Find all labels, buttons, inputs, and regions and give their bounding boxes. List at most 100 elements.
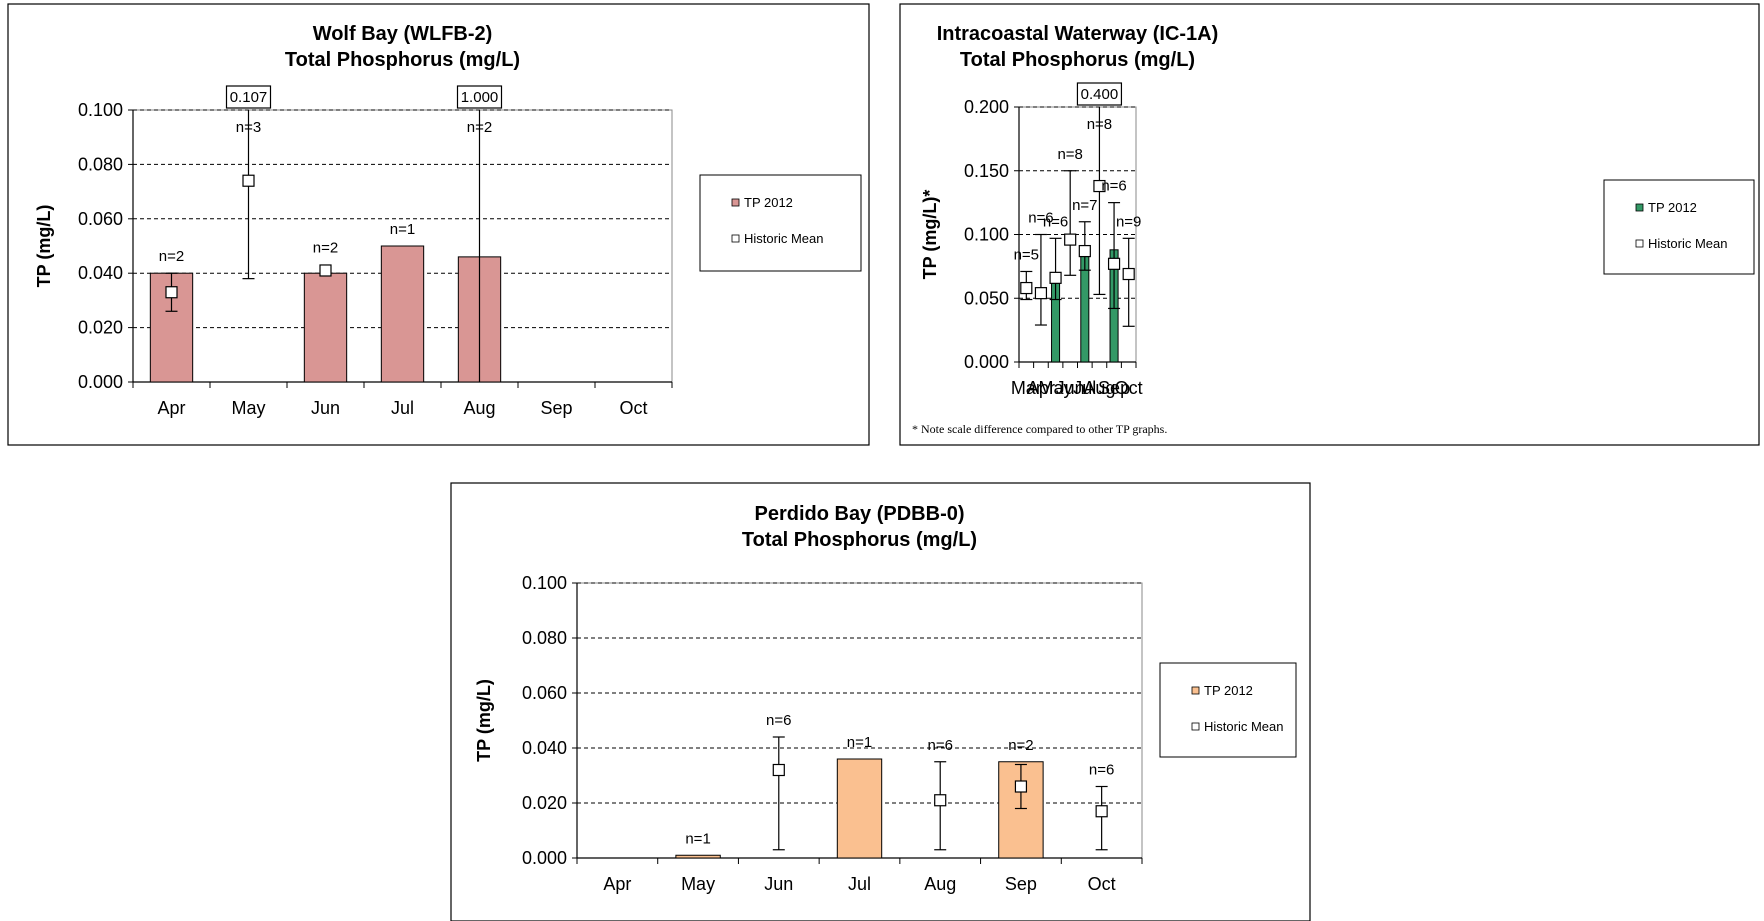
sample-size-label: n=9 bbox=[1116, 213, 1141, 230]
callout-box bbox=[225, 85, 272, 109]
y-tick-label: 0.000 bbox=[78, 372, 123, 392]
sample-size-label: n=1 bbox=[685, 830, 710, 847]
legend-label-tp: TP 2012 bbox=[744, 195, 793, 210]
y-tick-label: 0.050 bbox=[964, 288, 1009, 308]
footnote: * Note scale difference compared to othe… bbox=[912, 422, 1167, 436]
legend-box bbox=[1603, 179, 1755, 275]
legend-box bbox=[699, 174, 862, 272]
historic-mean-marker bbox=[1014, 780, 1028, 793]
sample-size-label: n=6 bbox=[1089, 762, 1114, 779]
legend-swatch-historic bbox=[1191, 722, 1200, 731]
x-tick-label: Aug bbox=[924, 874, 956, 894]
x-tick-label: Sep bbox=[1098, 378, 1130, 398]
y-tick-label: 0.100 bbox=[78, 100, 123, 120]
historic-mean-marker bbox=[1093, 179, 1106, 193]
legend-label-historic: Historic Mean bbox=[1204, 719, 1283, 734]
chart-subtitle: Total Phosphorus (mg/L) bbox=[742, 529, 977, 551]
x-tick-label: May bbox=[681, 874, 715, 894]
chart-panel-intracoastal-waterway: Intracoastal Waterway (IC-1A) Total Phosp… bbox=[899, 3, 1760, 446]
historic-mean-marker bbox=[165, 286, 178, 299]
callout-value: 0.107 bbox=[230, 89, 268, 106]
sample-size-label: n=1 bbox=[390, 221, 415, 238]
sample-size-label: n=7 bbox=[1072, 197, 1097, 214]
x-tick-label: Apr bbox=[1027, 378, 1055, 398]
y-axis-label: TP (mg/L) bbox=[34, 205, 54, 288]
y-tick-label: 0.200 bbox=[964, 97, 1009, 117]
sample-size-label: n=2 bbox=[159, 248, 184, 265]
sample-size-label: n=2 bbox=[313, 239, 338, 256]
callout-value: 0.400 bbox=[1081, 86, 1119, 103]
sample-size-label: n=8 bbox=[1087, 116, 1112, 133]
y-tick-label: 0.020 bbox=[522, 793, 567, 813]
sample-size-label: n=2 bbox=[467, 119, 492, 136]
bar bbox=[675, 854, 721, 859]
legend-swatch-tp bbox=[1635, 203, 1644, 212]
historic-mean-marker bbox=[1020, 281, 1033, 295]
y-tick-label: 0.040 bbox=[522, 738, 567, 758]
historic-mean-marker bbox=[242, 174, 255, 187]
sample-size-label: n=6 bbox=[766, 712, 791, 729]
legend-label-tp: TP 2012 bbox=[1204, 683, 1253, 698]
historic-mean-marker bbox=[1064, 233, 1077, 246]
y-tick-label: 0.150 bbox=[964, 161, 1009, 181]
legend-swatch-tp bbox=[1191, 686, 1200, 695]
y-tick-label: 0.060 bbox=[522, 683, 567, 703]
chart-panel-perdido-bay: Perdido Bay (PDBB-0) Total Phosphorus (mg… bbox=[450, 482, 1311, 921]
legend-swatch-historic bbox=[731, 234, 740, 243]
sample-size-label: n=6 bbox=[1101, 178, 1126, 195]
historic-mean-marker bbox=[772, 763, 785, 777]
historic-mean-marker bbox=[1078, 244, 1091, 258]
chart-subtitle: Total Phosphorus (mg/L) bbox=[960, 49, 1195, 71]
y-axis-label: TP (mg/L) bbox=[474, 679, 494, 762]
y-tick-label: 0.080 bbox=[78, 154, 123, 174]
legend-label-historic: Historic Mean bbox=[744, 231, 823, 246]
bar bbox=[380, 245, 425, 383]
x-tick-label: Oct bbox=[1088, 874, 1116, 894]
x-tick-label: Jul bbox=[848, 874, 871, 894]
callout-value: 1.000 bbox=[461, 89, 499, 106]
sample-size-label: n=6 bbox=[1043, 213, 1068, 230]
x-tick-label: Jun bbox=[1056, 378, 1085, 398]
legend-label-historic: Historic Mean bbox=[1648, 236, 1727, 251]
legend-swatch-tp bbox=[731, 198, 740, 207]
sample-size-label: n=3 bbox=[236, 119, 261, 136]
chart-title: Intracoastal Waterway (IC-1A) bbox=[937, 23, 1219, 45]
y-tick-label: 0.060 bbox=[78, 209, 123, 229]
historic-mean-marker bbox=[1049, 271, 1062, 284]
sample-size-label: n=8 bbox=[1057, 146, 1082, 163]
legend-swatch-historic bbox=[1635, 239, 1644, 248]
x-tick-label: Apr bbox=[603, 874, 631, 894]
callout-box bbox=[1076, 82, 1123, 106]
y-tick-label: 0.080 bbox=[522, 628, 567, 648]
bar bbox=[836, 758, 883, 859]
chart-title: Wolf Bay (WLFB-2) bbox=[313, 23, 493, 45]
y-tick-label: 0.040 bbox=[78, 263, 123, 283]
legend-box bbox=[1159, 662, 1297, 758]
sample-size-label: n=1 bbox=[847, 734, 872, 751]
x-tick-label: May bbox=[231, 398, 265, 418]
x-tick-label: Sep bbox=[540, 398, 572, 418]
x-tick-label: Jun bbox=[311, 398, 340, 418]
y-tick-label: 0.100 bbox=[522, 573, 567, 593]
chart-title: Perdido Bay (PDBB-0) bbox=[754, 503, 964, 525]
y-tick-label: 0.020 bbox=[78, 318, 123, 338]
historic-mean-marker bbox=[1107, 257, 1121, 270]
x-tick-label: May bbox=[1039, 378, 1073, 398]
sample-size-label: n=6 bbox=[1028, 210, 1053, 227]
y-tick-label: 0.100 bbox=[964, 225, 1009, 245]
x-tick-label: Mar bbox=[1011, 378, 1042, 398]
bar bbox=[303, 272, 348, 383]
x-tick-label: Oct bbox=[1115, 378, 1143, 398]
y-tick-label: 0.000 bbox=[522, 848, 567, 868]
x-tick-label: Apr bbox=[157, 398, 185, 418]
chart-subtitle: Total Phosphorus (mg/L) bbox=[285, 49, 520, 71]
sample-size-label: n=5 bbox=[1014, 246, 1039, 263]
historic-mean-marker bbox=[319, 264, 332, 277]
chart-panel-wolf-bay: Wolf Bay (WLFB-2) Total Phosphorus (mg/L)… bbox=[7, 3, 870, 446]
historic-mean-marker bbox=[1095, 805, 1108, 818]
x-tick-label: Jul bbox=[391, 398, 414, 418]
x-tick-label: Jul bbox=[1073, 378, 1096, 398]
x-tick-label: Aug bbox=[463, 398, 495, 418]
historic-mean-marker bbox=[1122, 267, 1135, 281]
